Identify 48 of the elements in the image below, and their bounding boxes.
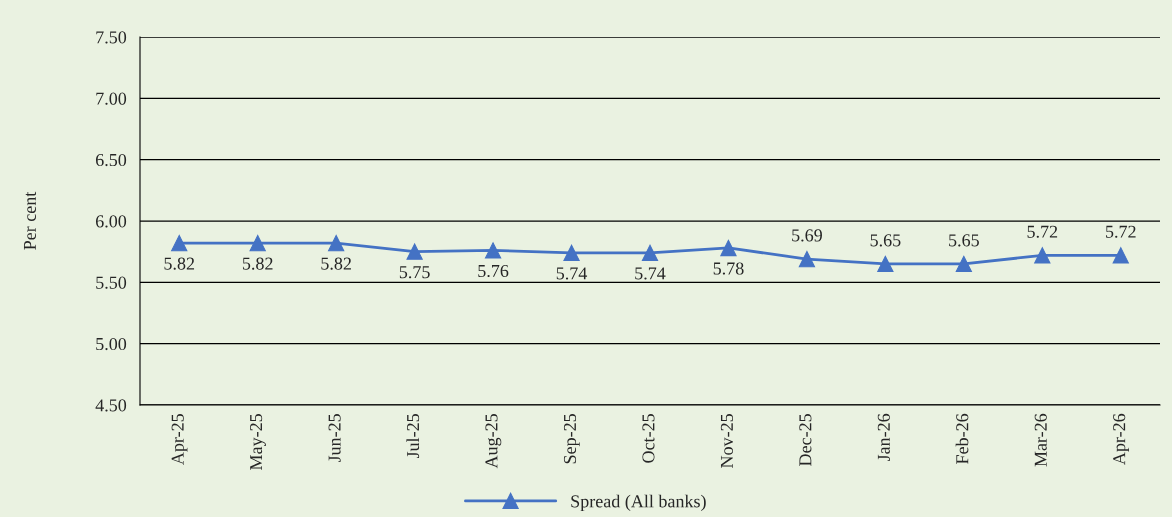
y-tick-label: 5.00 [96,337,127,351]
point [328,234,345,252]
x-tick-label: Jun-25 [328,414,341,463]
data-label: 5.72 [1027,225,1058,238]
x-tick-label: Aug-25 [485,414,502,469]
y-tick-label: 6.50 [95,153,127,167]
x-tick-label: May-25 [250,414,266,470]
point [798,250,816,268]
data-label: 5.74 [635,267,666,280]
x-tick-label: Apr-25 [171,414,188,465]
data-label: 5.78 [713,262,744,275]
x-tick-label: Jan-26 [877,413,890,462]
data-label: 5.65 [870,234,901,247]
x-tick-label: Jul-25 [406,414,420,459]
point [249,234,266,252]
data-label: 5.65 [949,234,979,247]
x-tick-label: Sep-25 [563,414,580,464]
point [720,239,737,257]
data-label: 5.75 [399,266,430,279]
data-label: 5.69 [792,229,822,242]
data-label: 5.74 [556,267,588,280]
y-tick-label: 7.00 [96,92,127,105]
x-tick-label: Mar-26 [1034,413,1047,467]
y-tick-label: 6.00 [95,215,127,228]
data-label: 5.82 [321,257,351,270]
point [1034,247,1051,264]
point [484,242,502,259]
point [1112,247,1129,264]
x-tick-label: Feb-26 [955,413,969,464]
x-tick-label: Oct-25 [642,414,655,463]
point [641,244,659,262]
x-tick-label: Nov-25 [720,414,733,468]
point [877,255,894,273]
point [171,234,188,252]
legend-label: Spread (All banks) [571,494,706,512]
data-label: 5.82 [242,257,273,270]
x-tick-label: Dec-25 [799,414,812,466]
y-tick-label: 5.50 [96,276,127,289]
point [406,243,423,260]
data-label: 5.76 [478,264,509,278]
point [955,255,972,273]
x-tick-label: Apr-26 [1113,413,1129,465]
y-tick-label: 4.50 [95,399,127,412]
data-label: 5.72 [1106,225,1136,238]
y-tick-label: 7.50 [96,31,127,44]
point [563,244,580,262]
y-axis-title: Per cent [23,191,36,250]
data-label: 5.82 [164,257,195,270]
